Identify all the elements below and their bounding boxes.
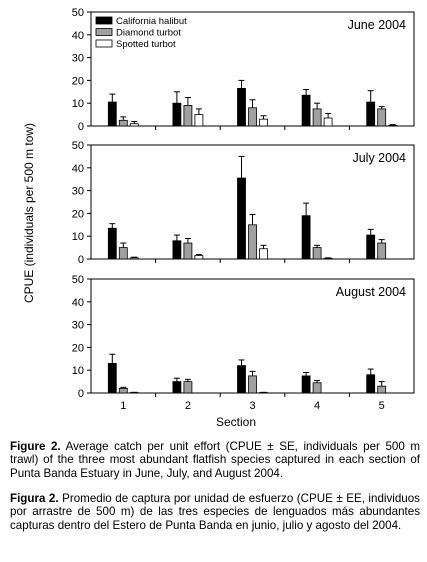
panel-2-bar-diamond-turbot	[312, 247, 322, 260]
panel-2-y-tick-label: 0	[78, 254, 84, 266]
panel-3: 0 10 20 30 40 50 August 2004 1 2 3 4 5	[72, 274, 415, 412]
panel-1-y-tick-label: 20	[72, 75, 84, 87]
panel-1-bar-california-halibut	[301, 94, 311, 127]
x-axis-label: Section	[216, 415, 256, 429]
panel-2-bar-diamond-turbot	[118, 247, 128, 260]
panel-2-bar-california-halibut	[237, 177, 246, 260]
panel-1-bar-diamond-turbot	[248, 107, 257, 127]
legend-swatch-california-halibut	[95, 16, 113, 25]
panel-3-bar-california-halibut	[107, 362, 117, 394]
panel-1-y-tick-label: 0	[78, 121, 84, 133]
panel-2-bar-diamond-turbot	[377, 242, 387, 260]
panel-2-bar-california-halibut	[172, 240, 182, 260]
x-category-label: 2	[185, 400, 191, 412]
legend-label-california-halibut: California halibut	[116, 16, 187, 27]
panel-1-bar-california-halibut	[237, 87, 246, 127]
caption-label-spanish: Figura 2.	[10, 492, 59, 505]
panel-1-y-tick-label: 10	[72, 98, 84, 110]
panel-1-y-tick-label: 50	[72, 7, 84, 19]
panel-3-bar-diamond-turbot	[118, 388, 128, 394]
legend-label-diamond-turbot: Diamond turbot	[116, 28, 181, 39]
x-category-label: 3	[249, 400, 255, 412]
legend-swatch-diamond-turbot	[95, 28, 113, 36]
panel-3-bar-diamond-turbot	[248, 375, 257, 394]
panel-3-y-tick-label: 10	[72, 365, 84, 377]
legend-label-spotted-turbot: Spotted turbot	[116, 39, 176, 50]
panel-1-y-tick-label: 40	[72, 30, 84, 42]
caption-text-english: Average catch per unit effort (CPUE ± SE…	[10, 440, 420, 480]
panel-3-y-tick-label: 20	[72, 342, 84, 354]
panel-2-bar-diamond-turbot	[248, 224, 257, 260]
panel-2-bar-spotted-turbot	[259, 248, 268, 260]
panel-1-bar-spotted-turbot	[194, 114, 204, 127]
panel-1-bar-diamond-turbot	[183, 105, 193, 127]
panel-3-bar-california-halibut	[301, 375, 311, 394]
caption-label-english: Figure 2.	[10, 440, 61, 453]
panel-2-bar-california-halibut	[107, 227, 117, 260]
panel-2-bar-spotted-turbot	[194, 255, 204, 260]
panel-1-bar-diamond-turbot	[312, 108, 322, 127]
panel-3-bar-diamond-turbot	[377, 385, 387, 394]
panel-3-bar-california-halibut	[172, 381, 182, 394]
figure-caption-spanish: Figura 2. Promedio de captura por unidad…	[10, 492, 420, 532]
panel-2-bar-california-halibut	[366, 234, 376, 260]
panel-2-bar-spotted-turbot	[129, 257, 139, 260]
panel-3-bar-california-halibut	[237, 365, 246, 394]
panel-2-bar-california-halibut	[301, 215, 311, 260]
panel-3-y-tick-label: 50	[72, 274, 84, 286]
panel-2-y-tick-label: 40	[72, 163, 84, 175]
x-category-label: 5	[379, 400, 385, 412]
panel-1-bar-diamond-turbot	[377, 108, 387, 127]
figure-chart: CPUE (individuals per 500 m tow) Section…	[22, 7, 415, 429]
panel-2: 0 10 20 30 40 50 July 2004	[72, 140, 415, 266]
figure-caption-english: Figure 2. Average catch per unit effort …	[10, 440, 420, 480]
panel-2-y-tick-label: 50	[72, 140, 84, 152]
panel-1-bar-spotted-turbot	[388, 124, 398, 127]
legend-swatch-spotted-turbot	[95, 39, 113, 48]
panel-3-title: August 2004	[336, 285, 406, 299]
panel-1-bar-spotted-turbot	[129, 123, 139, 127]
panel-3-y-tick-label: 30	[72, 320, 84, 332]
panel-2-y-tick-label: 10	[72, 231, 84, 243]
panel-1-bar-spotted-turbot	[323, 117, 333, 127]
panel-3-bar-diamond-turbot	[183, 381, 193, 394]
panel-1: 0 10 20 30 40 50 June 2004 California halibutDi…	[72, 7, 415, 133]
panel-2-bar-spotted-turbot	[323, 257, 333, 260]
panel-2-y-tick-label: 30	[72, 186, 84, 198]
panel-2-bar-diamond-turbot	[183, 242, 193, 260]
x-category-label: 4	[314, 400, 320, 412]
panel-1-bar-diamond-turbot	[118, 119, 128, 127]
caption-text-spanish: Promedio de captura por unidad de esfuer…	[10, 492, 420, 532]
panel-3-y-tick-label: 40	[72, 297, 84, 309]
panel-1-y-tick-label: 30	[72, 53, 84, 65]
panel-1-title: June 2004	[348, 18, 406, 32]
panel-2-title: July 2004	[352, 151, 406, 165]
panel-3-bar-california-halibut	[366, 374, 376, 394]
panel-3-bar-diamond-turbot	[312, 382, 322, 394]
panel-3-y-tick-label: 0	[78, 388, 84, 400]
panel-1-bar-spotted-turbot	[259, 118, 268, 127]
panel-1-bar-california-halibut	[172, 102, 182, 127]
x-category-label: 1	[120, 400, 126, 412]
panel-1-bar-california-halibut	[107, 101, 117, 127]
panel-1-bar-california-halibut	[366, 101, 376, 127]
y-axis-label: CPUE (individuals per 500 m tow)	[22, 123, 36, 303]
panel-2-y-tick-label: 20	[72, 208, 84, 220]
